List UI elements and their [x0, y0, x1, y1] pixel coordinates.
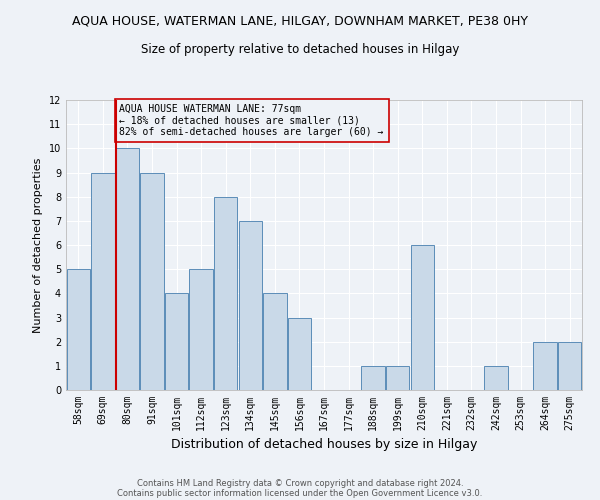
Text: Contains HM Land Registry data © Crown copyright and database right 2024.: Contains HM Land Registry data © Crown c…: [137, 478, 463, 488]
Text: AQUA HOUSE, WATERMAN LANE, HILGAY, DOWNHAM MARKET, PE38 0HY: AQUA HOUSE, WATERMAN LANE, HILGAY, DOWNH…: [72, 15, 528, 28]
Bar: [67, 269, 90, 390]
Bar: [214, 196, 238, 390]
Bar: [263, 294, 287, 390]
Bar: [558, 342, 581, 390]
Bar: [165, 294, 188, 390]
Text: Contains public sector information licensed under the Open Government Licence v3: Contains public sector information licen…: [118, 488, 482, 498]
Bar: [386, 366, 409, 390]
Bar: [239, 221, 262, 390]
Text: Size of property relative to detached houses in Hilgay: Size of property relative to detached ho…: [141, 42, 459, 56]
Bar: [410, 245, 434, 390]
Bar: [533, 342, 557, 390]
Bar: [116, 148, 139, 390]
Bar: [91, 172, 115, 390]
X-axis label: Distribution of detached houses by size in Hilgay: Distribution of detached houses by size …: [171, 438, 477, 452]
Y-axis label: Number of detached properties: Number of detached properties: [33, 158, 43, 332]
Bar: [361, 366, 385, 390]
Bar: [484, 366, 508, 390]
Text: AQUA HOUSE WATERMAN LANE: 77sqm
← 18% of detached houses are smaller (13)
82% of: AQUA HOUSE WATERMAN LANE: 77sqm ← 18% of…: [119, 104, 384, 137]
Bar: [288, 318, 311, 390]
Bar: [140, 172, 164, 390]
Bar: [190, 269, 213, 390]
